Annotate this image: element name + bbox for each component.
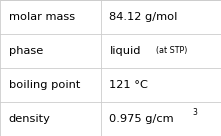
Text: density: density <box>9 114 51 124</box>
Text: 0.975 g/cm: 0.975 g/cm <box>109 114 174 124</box>
Text: 121 °C: 121 °C <box>109 80 148 90</box>
Text: liquid: liquid <box>109 46 141 56</box>
Text: boiling point: boiling point <box>9 80 80 90</box>
Text: phase: phase <box>9 46 43 56</box>
Text: (at STP): (at STP) <box>156 47 187 55</box>
Text: molar mass: molar mass <box>9 12 75 22</box>
Text: 3: 3 <box>193 108 198 117</box>
Text: 84.12 g/mol: 84.12 g/mol <box>109 12 178 22</box>
